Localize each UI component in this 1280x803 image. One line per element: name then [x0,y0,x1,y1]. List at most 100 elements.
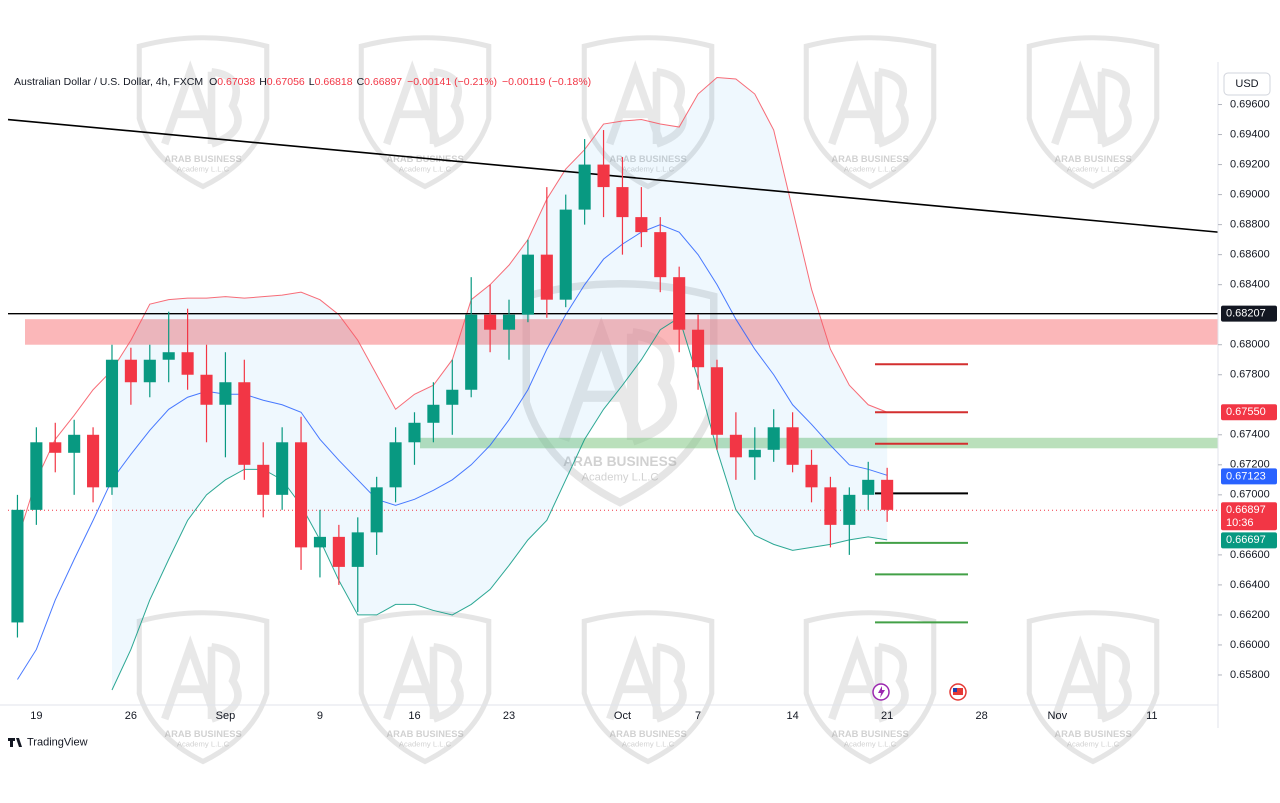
watermark-letters [606,635,687,723]
header-ohlc-value: 0.66897 [364,76,402,88]
watermark-letters [606,60,687,148]
event-icon-flag [953,688,957,692]
price-tag [1221,468,1277,485]
watermark-letters [1051,635,1132,723]
candle-body [219,382,232,405]
watermark-subtext: Academy L.L.C [622,740,675,749]
watermark-text: ARAB BUSINESS [563,454,677,469]
candle-body [521,254,534,315]
price-tag [1221,532,1277,549]
candle-body [257,464,270,495]
candle-body [559,209,572,300]
candle-body [635,217,648,233]
candle-body [862,479,875,495]
y-tick-label: 0.66600 [1230,549,1270,561]
y-tick-label: 0.67200 [1230,459,1270,471]
watermark-shield [136,35,270,190]
x-tick-label: 28 [976,710,988,722]
header-change: −0.00119 (−0.18%) [502,76,591,88]
price-tag [1221,305,1277,322]
band-fill [111,77,888,690]
band-line [17,224,888,680]
candle-body [30,442,43,510]
watermark-subtext: Academy L.L.C [177,165,230,174]
x-tick-label: Sep [216,710,236,722]
watermark-text: ARAB BUSINESS [164,729,241,739]
watermark-text: ARAB BUSINESS [1054,154,1131,164]
y-tick-label: 0.68000 [1230,339,1270,351]
watermark-letters [1051,60,1132,148]
watermark-shield [803,610,937,765]
candle-body [276,442,289,495]
y-tick-label: 0.67000 [1230,489,1270,501]
watermark-shield [136,610,270,765]
watermark-letters [161,635,242,723]
candle-body [238,382,251,465]
header-ohlc-value: 0.67038 [217,76,255,88]
header-ohlc-key: O [209,76,217,88]
x-tick-label: 21 [881,710,893,722]
price-tag-label: 0.67550 [1226,406,1266,418]
candle-body [578,164,591,210]
plot [7,76,1219,691]
header-change: −0.00141 (−0.21%) [407,76,497,88]
x-tick-label: 26 [125,710,137,722]
event-icon-flag [953,688,963,695]
currency-box [1223,72,1271,96]
x-tick-label: 7 [695,710,701,722]
x-tick-label: Oct [614,710,631,722]
candle-body [767,427,780,450]
watermark-subtext: Academy L.L.C [399,740,452,749]
watermark-subtext: Academy L.L.C [1067,165,1120,174]
event-icon-bolt [878,686,885,698]
x-tick-label: 14 [786,710,798,722]
candle-body [843,494,856,525]
candle-body [786,427,799,465]
watermark-subtext: Academy L.L.C [622,165,675,174]
price-tag-label: 0.67123 [1226,470,1266,482]
candle-body [673,277,686,330]
watermark-subtext: Academy L.L.C [1067,740,1120,749]
candle-body [805,464,818,488]
price-tag-label: 0.66697 [1226,534,1266,546]
candle-body [446,389,459,405]
y-tick-label: 0.67400 [1230,429,1270,441]
y-tick-label: 0.68600 [1230,249,1270,261]
candle-body [616,187,629,218]
candle-body [389,442,402,488]
watermark-shield [803,35,937,190]
currency: USD [1235,78,1258,90]
candle-body [162,352,175,360]
band-line [16,76,888,541]
watermark-subtext: Academy L.L.C [177,740,230,749]
y-tick-label: 0.69600 [1230,98,1270,110]
y-tick-label: 0.68400 [1230,279,1270,291]
y-tick-label: 0.66000 [1230,639,1270,651]
y-tick-label: 0.69000 [1230,189,1270,201]
watermark-subtext: Academy L.L.C [582,471,659,483]
candle-body [332,536,345,567]
watermark-text: ARAB BUSINESS [831,154,908,164]
band-line [111,316,888,691]
y-tick-label: 0.69200 [1230,158,1270,170]
candle-body [824,487,837,525]
price-tag [1221,502,1277,531]
watermark-subtext: Academy L.L.C [844,165,897,174]
candle-body [710,367,724,435]
watermark-letters [383,60,464,148]
watermark-text: ARAB BUSINESS [164,154,241,164]
axes: 0.69600 0.69400 0.69200 0.69000 0.68800 0.686… [30,98,1277,722]
x-tick-label: 9 [317,710,323,722]
watermark-letters [383,635,464,723]
candle-body [370,487,383,533]
event-icons [872,683,967,701]
candle-body [408,422,421,443]
candle-body [351,532,364,567]
